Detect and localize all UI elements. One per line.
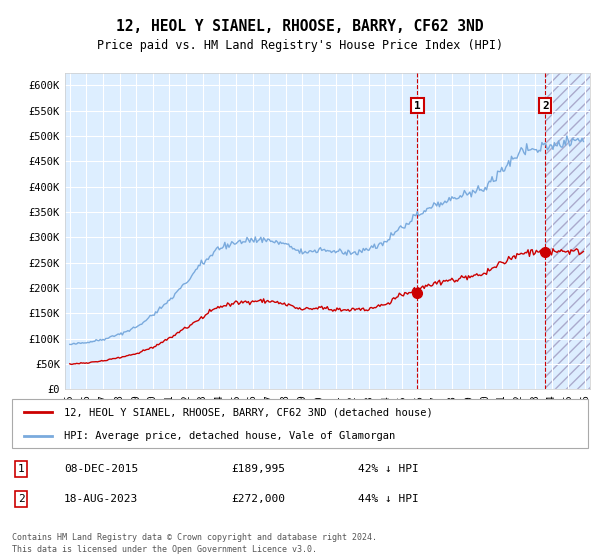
Text: 44% ↓ HPI: 44% ↓ HPI <box>358 494 418 504</box>
Text: 08-DEC-2015: 08-DEC-2015 <box>64 464 138 474</box>
Text: £272,000: £272,000 <box>231 494 285 504</box>
Text: Price paid vs. HM Land Registry's House Price Index (HPI): Price paid vs. HM Land Registry's House … <box>97 39 503 53</box>
Text: 2: 2 <box>18 494 25 504</box>
Text: 18-AUG-2023: 18-AUG-2023 <box>64 494 138 504</box>
Text: 1: 1 <box>18 464 25 474</box>
FancyBboxPatch shape <box>12 399 588 448</box>
Bar <box>545 73 600 389</box>
Text: Contains HM Land Registry data © Crown copyright and database right 2024.: Contains HM Land Registry data © Crown c… <box>12 533 377 542</box>
Text: £189,995: £189,995 <box>231 464 285 474</box>
Text: 12, HEOL Y SIANEL, RHOOSE, BARRY, CF62 3ND (detached house): 12, HEOL Y SIANEL, RHOOSE, BARRY, CF62 3… <box>64 407 433 417</box>
Text: 1: 1 <box>414 101 421 111</box>
Text: HPI: Average price, detached house, Vale of Glamorgan: HPI: Average price, detached house, Vale… <box>64 431 395 441</box>
Text: 42% ↓ HPI: 42% ↓ HPI <box>358 464 418 474</box>
Text: This data is licensed under the Open Government Licence v3.0.: This data is licensed under the Open Gov… <box>12 545 317 554</box>
Text: 2: 2 <box>542 101 548 111</box>
Text: 12, HEOL Y SIANEL, RHOOSE, BARRY, CF62 3ND: 12, HEOL Y SIANEL, RHOOSE, BARRY, CF62 3… <box>116 20 484 34</box>
Bar <box>545 73 600 389</box>
